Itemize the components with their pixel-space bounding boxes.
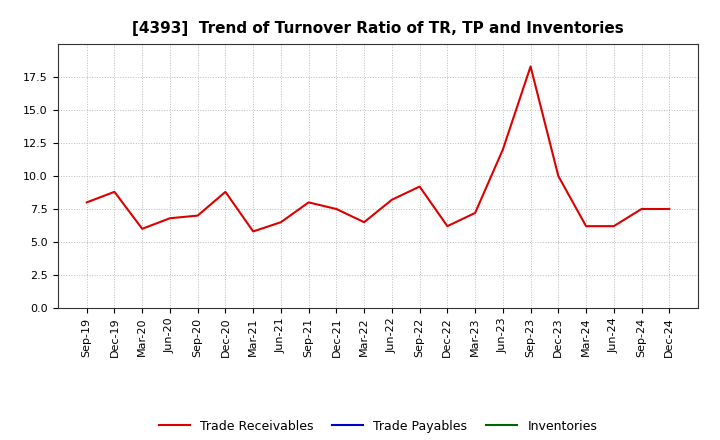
Trade Receivables [443,224,451,229]
Trade Receivables [609,224,618,229]
Trade Receivables [637,206,646,212]
Trade Receivables [249,229,258,234]
Line: Trade Receivables: Trade Receivables [86,66,670,231]
Trade Receivables [360,220,369,225]
Trade Receivables [526,64,535,69]
Trade Receivables [498,147,507,152]
Legend: Trade Receivables, Trade Payables, Inventories: Trade Receivables, Trade Payables, Inven… [153,414,603,437]
Trade Receivables [415,184,424,189]
Trade Receivables [194,213,202,218]
Trade Receivables [554,173,562,179]
Trade Receivables [582,224,590,229]
Trade Receivables [82,200,91,205]
Trade Receivables [221,189,230,194]
Trade Receivables [305,200,313,205]
Trade Receivables [332,206,341,212]
Trade Receivables [138,226,147,231]
Title: [4393]  Trend of Turnover Ratio of TR, TP and Inventories: [4393] Trend of Turnover Ratio of TR, TP… [132,21,624,36]
Trade Receivables [166,216,174,221]
Trade Receivables [471,210,480,216]
Trade Receivables [387,197,396,202]
Trade Receivables [665,206,674,212]
Trade Receivables [276,220,285,225]
Trade Receivables [110,189,119,194]
